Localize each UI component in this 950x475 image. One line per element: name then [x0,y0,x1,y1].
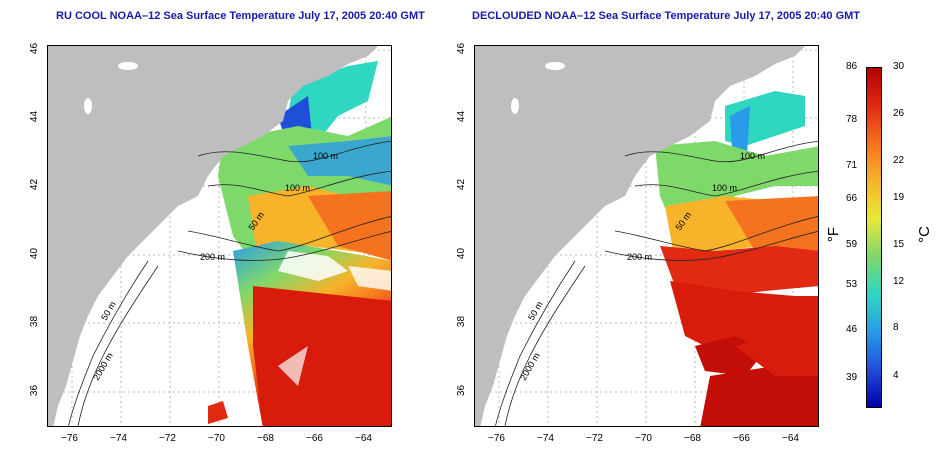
right-map-title: DECLOUDED NOAA–12 Sea Surface Temperatur… [472,10,861,22]
fahrenheit-tick-label: 86 [846,61,858,72]
x-tick-label: −72 [586,433,603,444]
fahrenheit-tick-label: 71 [846,160,858,171]
x-tick-label: −70 [635,433,652,444]
celsius-unit-label: °C [915,226,933,243]
y-tick-label: 36 [29,384,41,397]
x-tick-label: −68 [257,433,274,444]
right-contour-label-2000: 2000 m [518,351,542,382]
x-tick-label: −66 [733,433,750,444]
right-bathymetry-contours [495,140,818,426]
celsius-tick-label: 26 [893,108,905,119]
left-nova-scotia [248,76,283,106]
y-tick-label: 40 [29,247,41,260]
x-tick-label: −64 [782,433,799,444]
celsius-tick-label: 8 [893,322,899,333]
right-contour-label-100a: 100 m [740,151,765,161]
fahrenheit-tick-label: 53 [846,279,858,290]
y-tick-label: 42 [29,178,41,191]
right-contour-label-50b: 50 m [526,300,545,322]
fahrenheit-tick-label: 46 [846,324,858,335]
celsius-tick-label: 4 [893,370,899,381]
fahrenheit-tick-label: 66 [846,193,858,204]
left-contour-label-100b: 100 m [285,183,310,193]
x-tick-label: −68 [684,433,701,444]
right-map-graphic: 100 m 100 m 50 m 200 m 50 m 2000 m [475,46,818,426]
y-tick-label: 40 [456,247,468,260]
left-contour-label-50b: 50 m [99,300,118,322]
left-sst-map: 100 m 100 m 50 m 200 m 50 m 2000 m [47,45,392,427]
left-map-graphic: 100 m 100 m 50 m 200 m 50 m 2000 m [48,46,391,426]
left-sst-field [208,61,391,426]
left-land-mass [48,46,378,426]
right-land-mass [475,46,805,426]
celsius-tick-label: 12 [893,276,905,287]
x-tick-label: −74 [537,433,554,444]
y-tick-label: 38 [456,315,468,328]
x-tick-label: −76 [61,433,78,444]
y-tick-label: 46 [456,42,468,55]
celsius-tick-label: 19 [893,192,905,203]
fahrenheit-tick-label: 39 [846,372,858,383]
x-tick-label: −70 [208,433,225,444]
left-contour-label-200: 200 m [200,252,225,262]
right-nova-scotia [675,76,710,106]
celsius-tick-label: 22 [893,155,905,166]
right-sst-field [655,91,818,426]
right-contour-label-100b: 100 m [712,183,737,193]
left-bathymetry-contours [68,140,391,426]
y-tick-label: 36 [456,384,468,397]
x-tick-label: −66 [306,433,323,444]
x-tick-label: −76 [488,433,505,444]
left-contour-label-2000: 2000 m [91,351,115,382]
y-tick-label: 44 [29,110,41,123]
x-tick-label: −72 [159,433,176,444]
right-contour-label-200: 200 m [627,252,652,262]
left-contour-label-100a: 100 m [313,151,338,161]
y-tick-label: 42 [456,178,468,191]
y-tick-label: 46 [29,42,41,55]
fahrenheit-unit-label: °F [825,226,843,243]
celsius-tick-label: 30 [893,61,905,72]
left-map-title: RU COOL NOAA–12 Sea Surface Temperature … [56,10,425,22]
y-tick-label: 44 [456,110,468,123]
x-tick-label: −74 [110,433,127,444]
y-tick-label: 38 [29,315,41,328]
right-sst-map: 100 m 100 m 50 m 200 m 50 m 2000 m [474,45,819,427]
fahrenheit-tick-label: 78 [846,114,858,125]
x-tick-label: −64 [355,433,372,444]
celsius-tick-label: 15 [893,239,905,250]
colorbar [866,67,882,408]
fahrenheit-tick-label: 59 [846,239,858,250]
